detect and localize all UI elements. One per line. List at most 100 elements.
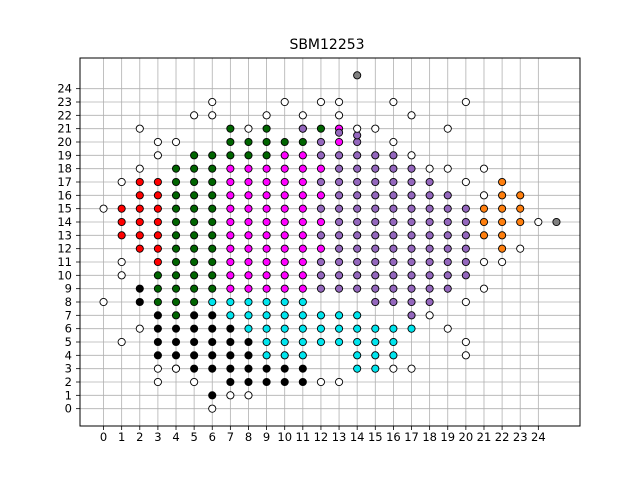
data-point-green: [171, 177, 181, 187]
data-point-green: [190, 244, 199, 253]
data-point-outlier-white: [244, 124, 253, 133]
data-point-cyan: [371, 351, 380, 360]
data-point-green: [171, 271, 181, 280]
data-point-outlier-white: [461, 177, 470, 187]
data-point-black: [190, 337, 199, 347]
x-tick-label: 18: [422, 430, 437, 444]
data-point-black: [171, 337, 181, 347]
data-point-outlier-white: [208, 111, 217, 120]
data-point-outlier-white: [425, 164, 434, 173]
data-point-outlier-white: [153, 151, 162, 160]
x-tick-label: 0: [100, 430, 107, 444]
x-tick-label: 8: [245, 430, 252, 444]
data-point-purple: [371, 217, 380, 227]
data-point-purple: [335, 177, 344, 187]
data-point-green: [190, 271, 199, 280]
data-point-cyan: [407, 324, 416, 333]
y-tick-label: 17: [57, 175, 72, 189]
data-point-outlier-white: [479, 164, 489, 173]
data-point-magenta: [298, 164, 307, 173]
data-point-black: [208, 351, 217, 360]
data-point-purple: [335, 231, 344, 240]
data-point-green: [208, 257, 217, 267]
data-point-purple: [389, 257, 398, 267]
data-point-magenta: [280, 257, 289, 267]
y-tick-label: 16: [57, 188, 72, 202]
data-point-outlier-white: [407, 364, 416, 373]
data-point-outlier-white: [117, 257, 126, 267]
data-point-outlier-white: [389, 137, 398, 147]
data-point-purple: [443, 217, 452, 227]
data-point-black: [244, 377, 253, 387]
data-point-black: [226, 351, 235, 360]
y-tick-label: 19: [57, 148, 72, 162]
data-point-black: [226, 377, 235, 387]
data-point-red: [135, 191, 144, 200]
x-tick-label: 21: [477, 430, 492, 444]
data-point-outlier-white: [516, 244, 525, 253]
data-point-purple: [425, 244, 434, 253]
data-point-green: [190, 151, 199, 160]
data-point-black: [153, 351, 162, 360]
data-point-magenta: [262, 191, 271, 200]
data-point-magenta: [226, 204, 235, 213]
data-point-outlier-white: [171, 364, 181, 373]
data-point-green: [171, 311, 181, 320]
data-point-magenta: [280, 191, 289, 200]
data-point-green: [226, 137, 235, 147]
data-point-green: [244, 151, 253, 160]
data-point-purple: [389, 151, 398, 160]
data-point-outlier-white: [99, 204, 108, 213]
data-point-magenta: [262, 244, 271, 253]
data-point-outlier-white: [407, 151, 416, 160]
y-tick-label: 5: [65, 335, 72, 349]
data-point-green: [208, 231, 217, 240]
data-point-purple: [407, 164, 416, 173]
x-tick-label: 10: [277, 430, 292, 444]
data-point-outlier-white: [262, 111, 271, 120]
data-point-cyan: [353, 311, 362, 320]
data-point-orange: [498, 231, 507, 240]
data-point-green: [208, 217, 217, 227]
data-point-magenta: [298, 191, 307, 200]
data-point-green: [244, 137, 253, 147]
data-point-green: [226, 124, 235, 133]
x-tick-label: 7: [227, 430, 234, 444]
data-points: [99, 71, 561, 413]
data-point-green: [190, 164, 199, 173]
data-point-purple: [335, 151, 344, 160]
data-point-purple: [335, 257, 344, 267]
data-point-magenta: [262, 257, 271, 267]
data-point-cyan: [280, 297, 289, 307]
data-point-red: [117, 204, 126, 213]
data-point-cyan: [226, 311, 235, 320]
data-point-orange: [516, 217, 525, 227]
data-point-purple: [389, 204, 398, 213]
data-point-cyan: [298, 351, 307, 360]
data-point-magenta: [244, 244, 253, 253]
data-point-purple: [353, 151, 362, 160]
data-point-purple: [353, 271, 362, 280]
data-point-cyan: [262, 297, 271, 307]
data-point-outlier-white: [190, 111, 199, 120]
data-point-magenta: [316, 244, 325, 253]
data-point-purple: [316, 177, 325, 187]
data-point-black: [153, 311, 162, 320]
x-tick-label: 5: [190, 430, 197, 444]
data-point-green: [262, 137, 271, 147]
data-point-cyan: [208, 297, 217, 307]
x-tick-label: 14: [350, 430, 365, 444]
data-point-purple: [389, 244, 398, 253]
data-point-outlier-white: [135, 324, 144, 333]
data-point-purple: [443, 257, 452, 267]
data-point-cyan: [371, 364, 380, 373]
data-point-orange: [479, 204, 489, 213]
data-point-outlier-white: [117, 177, 126, 187]
data-point-orange: [516, 204, 525, 213]
data-point-cyan: [280, 311, 289, 320]
data-point-black: [208, 391, 217, 400]
data-point-cyan: [280, 337, 289, 347]
data-point-outlier-white: [479, 284, 489, 293]
data-point-green: [171, 231, 181, 240]
